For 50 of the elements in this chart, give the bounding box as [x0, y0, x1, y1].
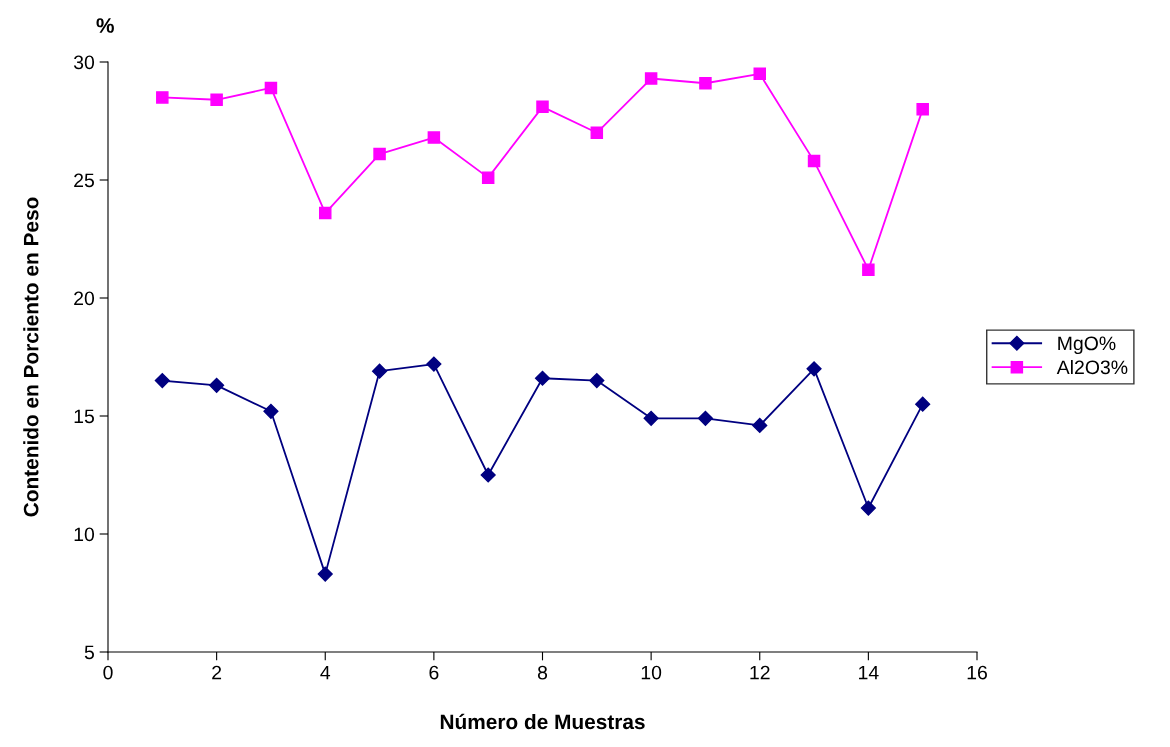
x-tick-label: 8	[537, 665, 548, 680]
point	[210, 93, 223, 107]
y-axis-title: Contenido en Porciento en Peso	[23, 197, 39, 517]
point	[916, 102, 929, 116]
y-tick-label: 15	[74, 409, 94, 424]
x-tick-label: 2	[212, 665, 222, 680]
text: %	[96, 18, 114, 33]
point	[373, 147, 386, 161]
point	[590, 126, 604, 140]
point	[536, 100, 549, 114]
point	[154, 373, 170, 389]
x-tick-label: 4	[320, 665, 331, 680]
point	[481, 171, 495, 184]
x-tick-label: 6	[429, 665, 439, 680]
x-tick-label: 14	[859, 665, 879, 680]
x-tick-label: 16	[967, 665, 987, 680]
y-tick-label: 10	[74, 527, 95, 542]
y-tick-label: 30	[73, 55, 95, 70]
point	[862, 263, 875, 276]
point	[480, 467, 496, 483]
point	[752, 417, 768, 434]
point	[860, 500, 876, 516]
point	[156, 91, 169, 104]
point	[263, 403, 279, 419]
x-tick-label: 12	[750, 665, 770, 680]
point	[589, 373, 605, 389]
point	[426, 356, 442, 372]
point	[318, 206, 332, 220]
point	[209, 377, 225, 393]
point	[427, 131, 441, 144]
point	[643, 410, 659, 426]
point	[371, 363, 388, 379]
point	[534, 370, 551, 386]
x-axis-title: Número de Muestras	[440, 713, 645, 730]
point	[264, 81, 278, 95]
point	[806, 361, 822, 377]
y-tick-label: 25	[74, 173, 94, 188]
x-tick-label: 10	[641, 665, 662, 680]
legend-label: Al2O3%	[1056, 359, 1128, 375]
point	[699, 76, 712, 90]
point	[915, 396, 931, 412]
point	[697, 410, 714, 426]
point	[807, 154, 821, 168]
x-tick-label: 0	[103, 665, 113, 680]
point	[753, 67, 767, 81]
legend-label: MgO%	[1058, 336, 1116, 355]
point	[317, 566, 333, 582]
y-tick-label: 5	[84, 645, 94, 660]
y-tick-label: 20	[74, 291, 95, 306]
point	[644, 72, 658, 85]
